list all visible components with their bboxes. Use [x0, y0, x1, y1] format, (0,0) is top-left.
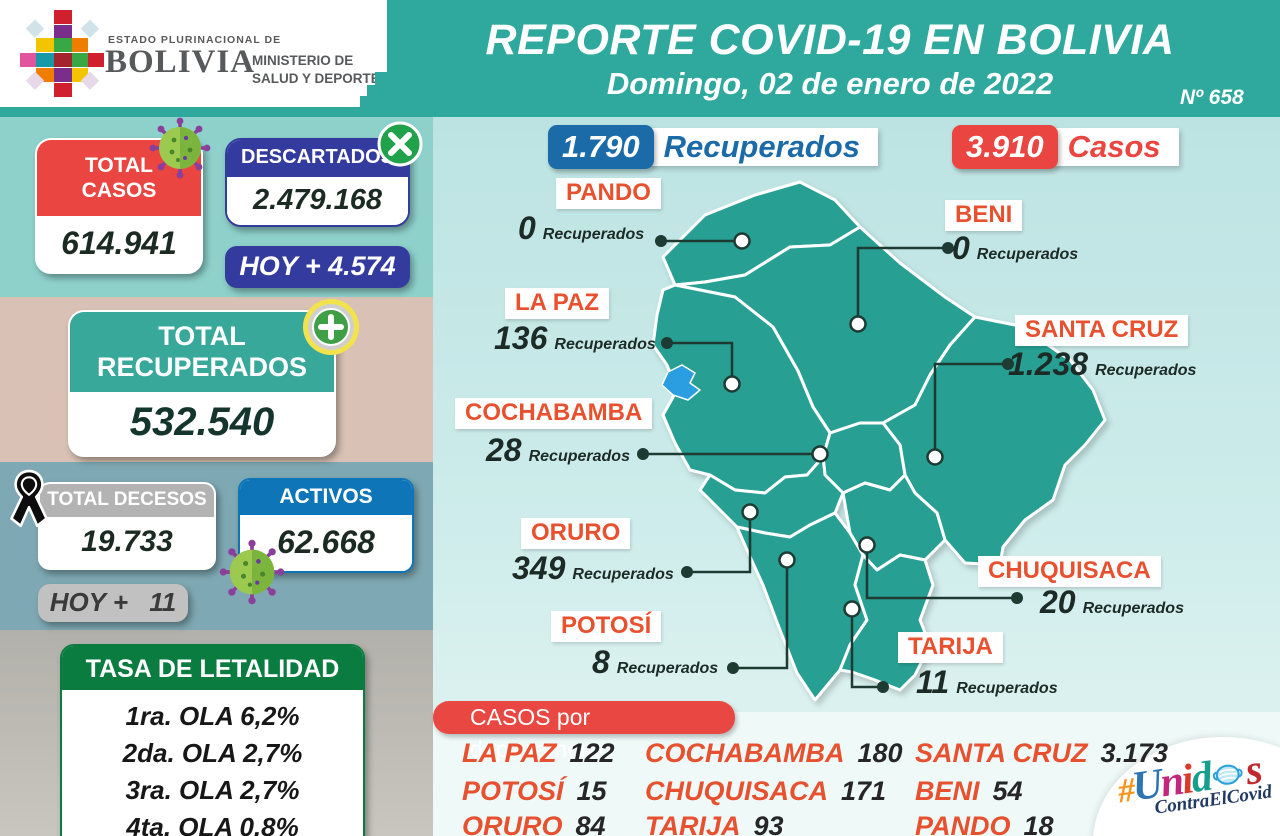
- government-logo-box: ESTADO PLURINACIONAL DE BOLIVIA MINISTER…: [0, 0, 389, 107]
- recovered-summary-value: 1.790: [548, 125, 654, 169]
- total-cases-label-2: CASOS: [81, 179, 157, 203]
- recovered-summary-badge: 1.790 Recuperados: [548, 125, 878, 169]
- case-cell-potosi: POTOSÍ 15: [462, 776, 607, 806]
- recovered-summary-label: Recuperados: [649, 128, 878, 166]
- state-name: BOLIVIA: [105, 44, 256, 80]
- header-band: ESTADO PLURINACIONAL DE BOLIVIA MINISTER…: [0, 0, 1280, 117]
- discarded-value: 2.479.168: [227, 177, 408, 225]
- active-cases-card: ACTIVOS 62.668: [238, 478, 414, 573]
- case-cell-tarija: TARIJA 93: [645, 811, 784, 836]
- cases-summary-badge: 3.910 Casos: [952, 125, 1179, 169]
- lethality-row-3: 3ra. OLA 2,7%: [125, 774, 300, 805]
- active-cases-label: ACTIVOS: [240, 480, 412, 515]
- deaths-today-label: HOY +: [49, 587, 129, 617]
- total-recovered-value: 532.540: [70, 392, 334, 455]
- total-cases-label-1: TOTAL: [84, 154, 154, 177]
- close-x-icon: [377, 121, 423, 167]
- bolivia-coat-of-arms-icon: [20, 10, 104, 97]
- dept-recovered-pando: 0 Recuperados: [518, 210, 645, 246]
- total-deaths-label: TOTAL DECESOS: [40, 484, 214, 517]
- deaths-today-pill: HOY + 11: [38, 584, 188, 622]
- ministry-line2: SALUD Y DEPORTES: [252, 70, 389, 86]
- dept-label-cochabamba: COCHABAMBA: [455, 398, 653, 429]
- deaths-today-value: 11: [149, 587, 177, 617]
- lethality-row-4: 4ta. OLA 0,8%: [126, 811, 299, 836]
- lethality-title: TASA DE LETALIDAD: [62, 646, 363, 690]
- total-deaths-value: 19.733: [40, 517, 214, 568]
- plus-circle-icon: [303, 299, 359, 355]
- ministry-name: MINISTERIO DE SALUD Y DEPORTES: [252, 52, 389, 87]
- cases-summary-label: Casos: [1053, 128, 1179, 166]
- case-cell-beni: BENI 54: [915, 776, 1023, 806]
- total-recovered-label-1: TOTAL: [158, 321, 246, 351]
- dept-recovered-potosi: 8 Recuperados: [592, 644, 719, 680]
- dept-label-tarija: TARIJA: [898, 632, 1003, 663]
- dept-recovered-santa-cruz: 1.238 Recuperados: [1008, 346, 1197, 382]
- case-cell-chuquisaca: CHUQUISACA 171: [645, 776, 887, 806]
- case-cell-santa-cruz: SANTA CRUZ 3.173: [915, 738, 1169, 768]
- dept-recovered-chuquisaca: 20 Recuperados: [1040, 584, 1184, 620]
- virus-icon: [149, 117, 211, 179]
- lethality-row-1: 1ra. OLA 6,2%: [125, 701, 300, 731]
- dept-label-chuquisaca: CHUQUISACA: [978, 556, 1161, 587]
- discarded-label: DESCARTADOS: [227, 140, 408, 177]
- report-date: Domingo, 02 de enero de 2022: [606, 66, 1054, 101]
- case-cell-oruro: ORURO 84: [462, 811, 606, 836]
- cases-by-department-title: CASOS por departamento: [433, 701, 735, 762]
- case-cell-la-paz: LA PAZ 122: [462, 738, 615, 768]
- discarded-card: DESCARTADOS 2.479.168: [225, 138, 410, 227]
- state-line: ESTADO PLURINACIONAL DE: [108, 34, 282, 46]
- dept-recovered-beni: 0 Recuperados: [952, 230, 1079, 266]
- lethality-rate-card: TASA DE LETALIDAD 1ra. OLA 6,2% 2da. OLA…: [60, 644, 365, 836]
- dept-label-oruro: ORURO: [521, 518, 631, 549]
- mourning-ribbon-icon: [10, 469, 48, 528]
- total-cases-value: 614.941: [37, 216, 201, 272]
- dept-recovered-cochabamba: 28 Recuperados: [486, 432, 630, 468]
- total-recovered-card: TOTAL RECUPERADOS 532.540: [68, 310, 336, 457]
- face-mask-icon: [1213, 764, 1243, 785]
- dept-label-la-paz: LA PAZ: [505, 288, 609, 319]
- virus-icon: [219, 539, 285, 605]
- page-title: REPORTE COVID-19 EN BOLIVIA: [485, 16, 1175, 64]
- case-cell-pando: PANDO 18: [915, 811, 1054, 836]
- discarded-today-pill: HOY + 4.574: [225, 246, 410, 288]
- case-cell-cochabamba: COCHABAMBA 180: [645, 738, 903, 768]
- ministry-line1: MINISTERIO DE: [252, 53, 354, 68]
- dept-recovered-oruro: 349 Recuperados: [512, 550, 674, 586]
- lethality-row-2: 2da. OLA 2,7%: [122, 737, 303, 768]
- dept-label-pando: PANDO: [556, 178, 661, 209]
- total-cases-card: TOTAL CASOS 614.941: [35, 138, 203, 274]
- dept-recovered-la-paz: 136 Recuperados: [494, 320, 656, 356]
- dept-label-santa-cruz: SANTA CRUZ: [1015, 315, 1189, 346]
- cases-summary-value: 3.910: [952, 125, 1058, 169]
- total-recovered-label-2: RECUPERADOS: [96, 352, 308, 383]
- dept-label-potosi: POTOSÍ: [551, 611, 662, 642]
- campaign-logo: #Unid s ContraElCovid: [1115, 747, 1274, 825]
- report-number: Nº 658: [1180, 86, 1244, 109]
- dept-recovered-tarija: 11 Recuperados: [916, 664, 1058, 700]
- dept-label-beni: BENI: [945, 200, 1023, 231]
- total-deaths-card: TOTAL DECESOS 19.733: [38, 482, 216, 570]
